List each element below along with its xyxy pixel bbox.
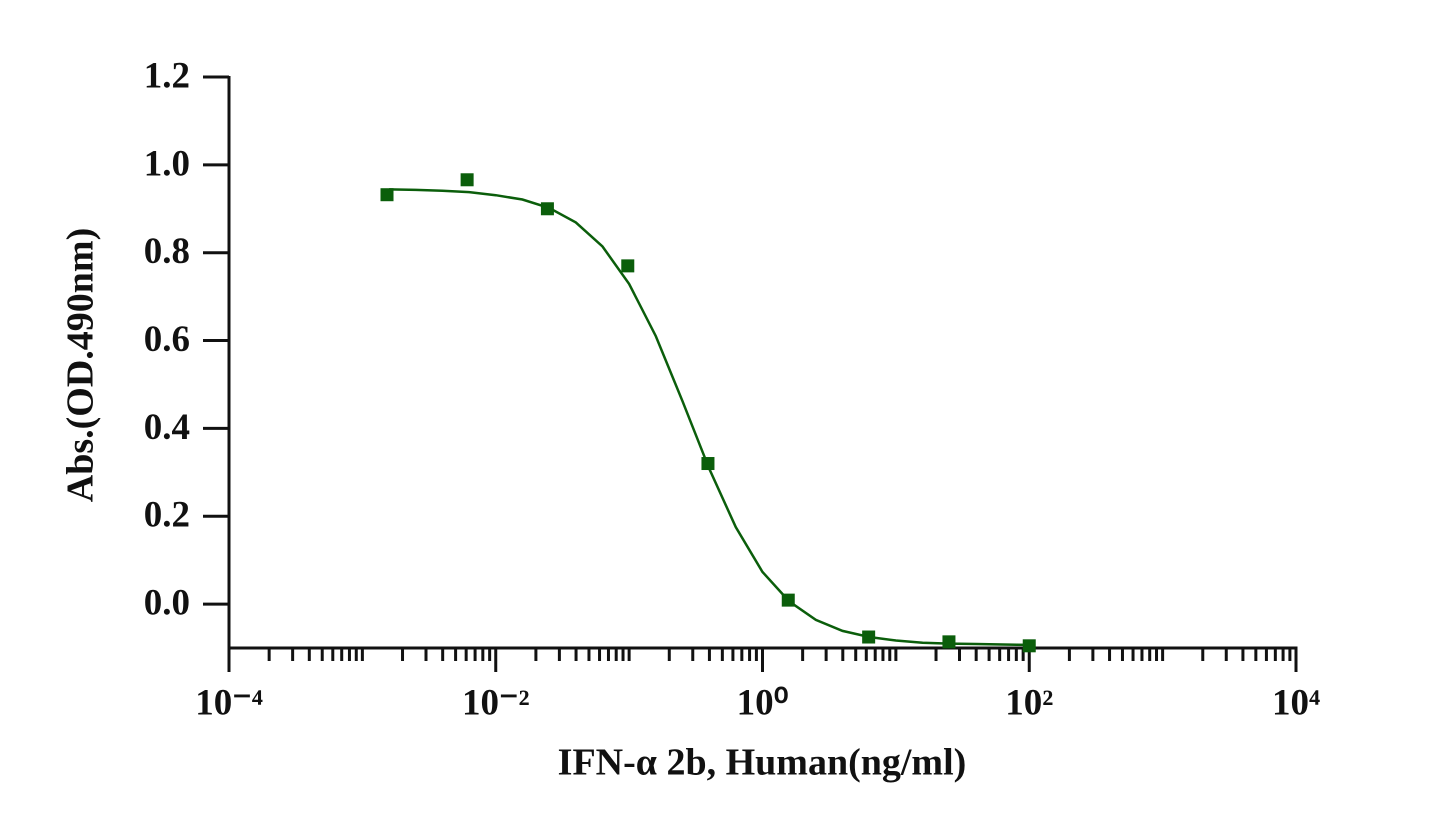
y-tick-label: 0.8 xyxy=(144,231,190,272)
data-point xyxy=(460,173,474,187)
x-axis-title: IFN-α 2b, Human(ng/ml) xyxy=(558,742,967,784)
y-tick-label: 1.2 xyxy=(144,55,190,96)
x-tick-label: 10² xyxy=(1005,682,1053,723)
data-point xyxy=(380,188,394,202)
y-tick-label: 0.0 xyxy=(144,583,190,624)
x-tick-label: 10⁰ xyxy=(737,682,789,723)
data-point xyxy=(540,202,554,216)
data-point xyxy=(621,259,635,273)
data-point xyxy=(1022,639,1036,653)
fit-curve xyxy=(389,188,1030,647)
y-tick-label: 0.4 xyxy=(144,407,190,448)
y-tick-label: 0.6 xyxy=(144,319,190,360)
data-point xyxy=(781,593,795,607)
x-tick-label: 10⁻⁴ xyxy=(195,682,263,723)
data-point xyxy=(942,635,956,649)
x-tick-label: 10⁻² xyxy=(462,682,530,723)
y-axis-title: Abs.(OD.490nm) xyxy=(60,228,102,502)
y-tick-label: 0.2 xyxy=(144,495,190,536)
data-point xyxy=(862,630,876,644)
y-tick-label: 1.0 xyxy=(144,143,190,184)
data-point xyxy=(701,457,715,471)
x-tick-label: 10⁴ xyxy=(1272,682,1320,723)
